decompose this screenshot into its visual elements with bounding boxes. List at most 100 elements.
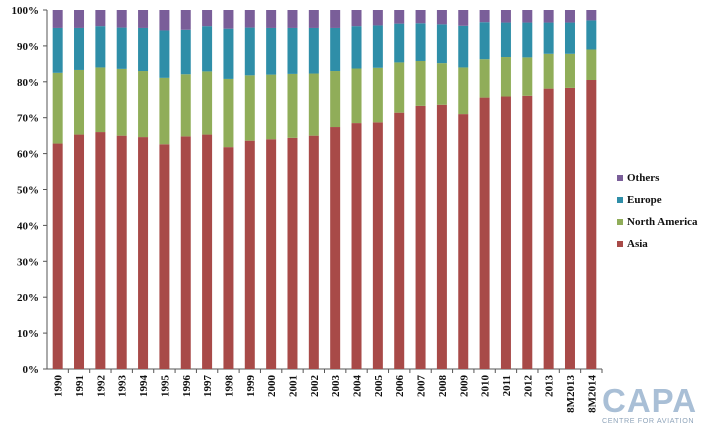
capa-logo: CAPA CENTRE FOR AVIATION bbox=[602, 384, 714, 425]
legend-item-north-america: North America bbox=[617, 215, 698, 228]
bar-others bbox=[522, 10, 533, 23]
bar-north-america bbox=[180, 74, 191, 137]
bar-others bbox=[244, 10, 255, 28]
bar-north-america bbox=[458, 67, 469, 115]
bar-asia bbox=[500, 96, 511, 370]
bar-asia bbox=[202, 134, 213, 369]
bar-asia bbox=[522, 95, 533, 370]
bar-others bbox=[479, 10, 490, 23]
bar-europe bbox=[266, 27, 277, 75]
legend-label-europe: Europe bbox=[627, 193, 662, 206]
bar-north-america bbox=[244, 75, 255, 141]
x-tick-label: 2001 bbox=[287, 375, 299, 397]
x-tick-label: 1999 bbox=[245, 375, 257, 398]
bar-others bbox=[159, 10, 170, 31]
bar-north-america bbox=[138, 71, 149, 138]
bar-europe bbox=[543, 22, 554, 54]
bar-north-america bbox=[543, 53, 554, 89]
bar-europe bbox=[436, 24, 447, 64]
bar-europe bbox=[415, 23, 426, 61]
bar-europe bbox=[308, 27, 319, 74]
x-tick-label: 1998 bbox=[223, 375, 235, 398]
legend-swatch-others bbox=[617, 174, 623, 181]
x-tick-label: 8M2013 bbox=[565, 375, 577, 413]
bar-europe bbox=[138, 27, 149, 72]
legend-item-asia: Asia bbox=[617, 238, 698, 250]
bar-north-america bbox=[74, 69, 85, 135]
x-tick-label: 2012 bbox=[522, 375, 534, 398]
bar-asia bbox=[74, 134, 85, 369]
bar-asia bbox=[351, 123, 362, 370]
bar-asia bbox=[244, 140, 255, 369]
y-tick-label: 70% bbox=[17, 113, 39, 125]
legend-label-north-america: North America bbox=[627, 215, 698, 228]
bar-asia bbox=[287, 137, 298, 369]
bar-north-america bbox=[287, 73, 298, 138]
x-tick-label: 2013 bbox=[544, 375, 556, 398]
bar-north-america bbox=[351, 68, 362, 124]
bar-others bbox=[351, 10, 362, 27]
legend: Others Europe North America Asia bbox=[617, 172, 698, 260]
y-tick-label: 50% bbox=[17, 185, 39, 197]
bar-others bbox=[180, 10, 191, 30]
y-tick-label: 20% bbox=[17, 292, 39, 304]
bar-north-america bbox=[500, 57, 511, 97]
bar-north-america bbox=[564, 53, 575, 88]
bar-north-america bbox=[372, 67, 383, 123]
bar-others bbox=[266, 10, 277, 28]
legend-swatch-europe bbox=[617, 196, 623, 203]
bar-north-america bbox=[479, 59, 490, 98]
x-tick-label: 1992 bbox=[95, 375, 107, 398]
bar-north-america bbox=[308, 73, 319, 136]
bar-others bbox=[138, 10, 149, 28]
y-tick-label: 40% bbox=[17, 220, 39, 232]
bar-north-america bbox=[266, 74, 277, 140]
bar-europe bbox=[522, 22, 533, 58]
bar-europe bbox=[586, 20, 597, 50]
legend-item-europe: Europe bbox=[617, 193, 698, 206]
bar-asia bbox=[543, 88, 554, 369]
bar-others bbox=[372, 10, 383, 26]
x-tick-label: 2011 bbox=[501, 375, 513, 396]
y-tick-label: 0% bbox=[23, 364, 40, 376]
bar-europe bbox=[116, 27, 127, 69]
y-tick-label: 60% bbox=[17, 149, 39, 161]
bar-europe bbox=[180, 29, 191, 75]
bar-europe bbox=[500, 22, 511, 58]
bar-asia bbox=[180, 136, 191, 369]
bar-asia bbox=[159, 144, 170, 369]
bar-asia bbox=[330, 127, 341, 369]
bar-europe bbox=[159, 30, 170, 78]
x-tick-label: 8M2014 bbox=[586, 375, 598, 413]
logo-subtitle: CENTRE FOR AVIATION bbox=[602, 416, 695, 425]
bar-europe bbox=[202, 26, 213, 72]
bar-north-america bbox=[586, 49, 597, 81]
bar-europe bbox=[330, 27, 341, 72]
bar-others bbox=[308, 10, 319, 28]
y-tick-label: 30% bbox=[17, 256, 39, 268]
bar-asia bbox=[223, 147, 234, 369]
legend-item-others: Others bbox=[617, 172, 698, 184]
bar-north-america bbox=[202, 71, 213, 135]
bar-asia bbox=[415, 105, 426, 369]
x-tick-label: 2010 bbox=[480, 375, 492, 398]
bar-asia bbox=[436, 104, 447, 369]
bar-asia bbox=[586, 80, 597, 369]
bar-north-america bbox=[159, 77, 170, 145]
bar-europe bbox=[223, 28, 234, 79]
bar-asia bbox=[266, 139, 277, 369]
x-tick-label: 2008 bbox=[437, 375, 449, 398]
bar-others bbox=[458, 10, 469, 26]
bar-europe bbox=[351, 26, 362, 69]
bar-others bbox=[543, 10, 554, 23]
x-tick-label: 1993 bbox=[117, 375, 129, 398]
y-tick-label: 90% bbox=[17, 41, 39, 53]
bar-europe bbox=[372, 25, 383, 68]
bar-europe bbox=[74, 27, 85, 70]
bar-others bbox=[415, 10, 426, 24]
bar-asia bbox=[52, 143, 63, 369]
bar-north-america bbox=[116, 68, 127, 136]
x-tick-label: 2004 bbox=[352, 375, 364, 398]
bar-asia bbox=[458, 114, 469, 369]
bar-north-america bbox=[394, 62, 405, 113]
